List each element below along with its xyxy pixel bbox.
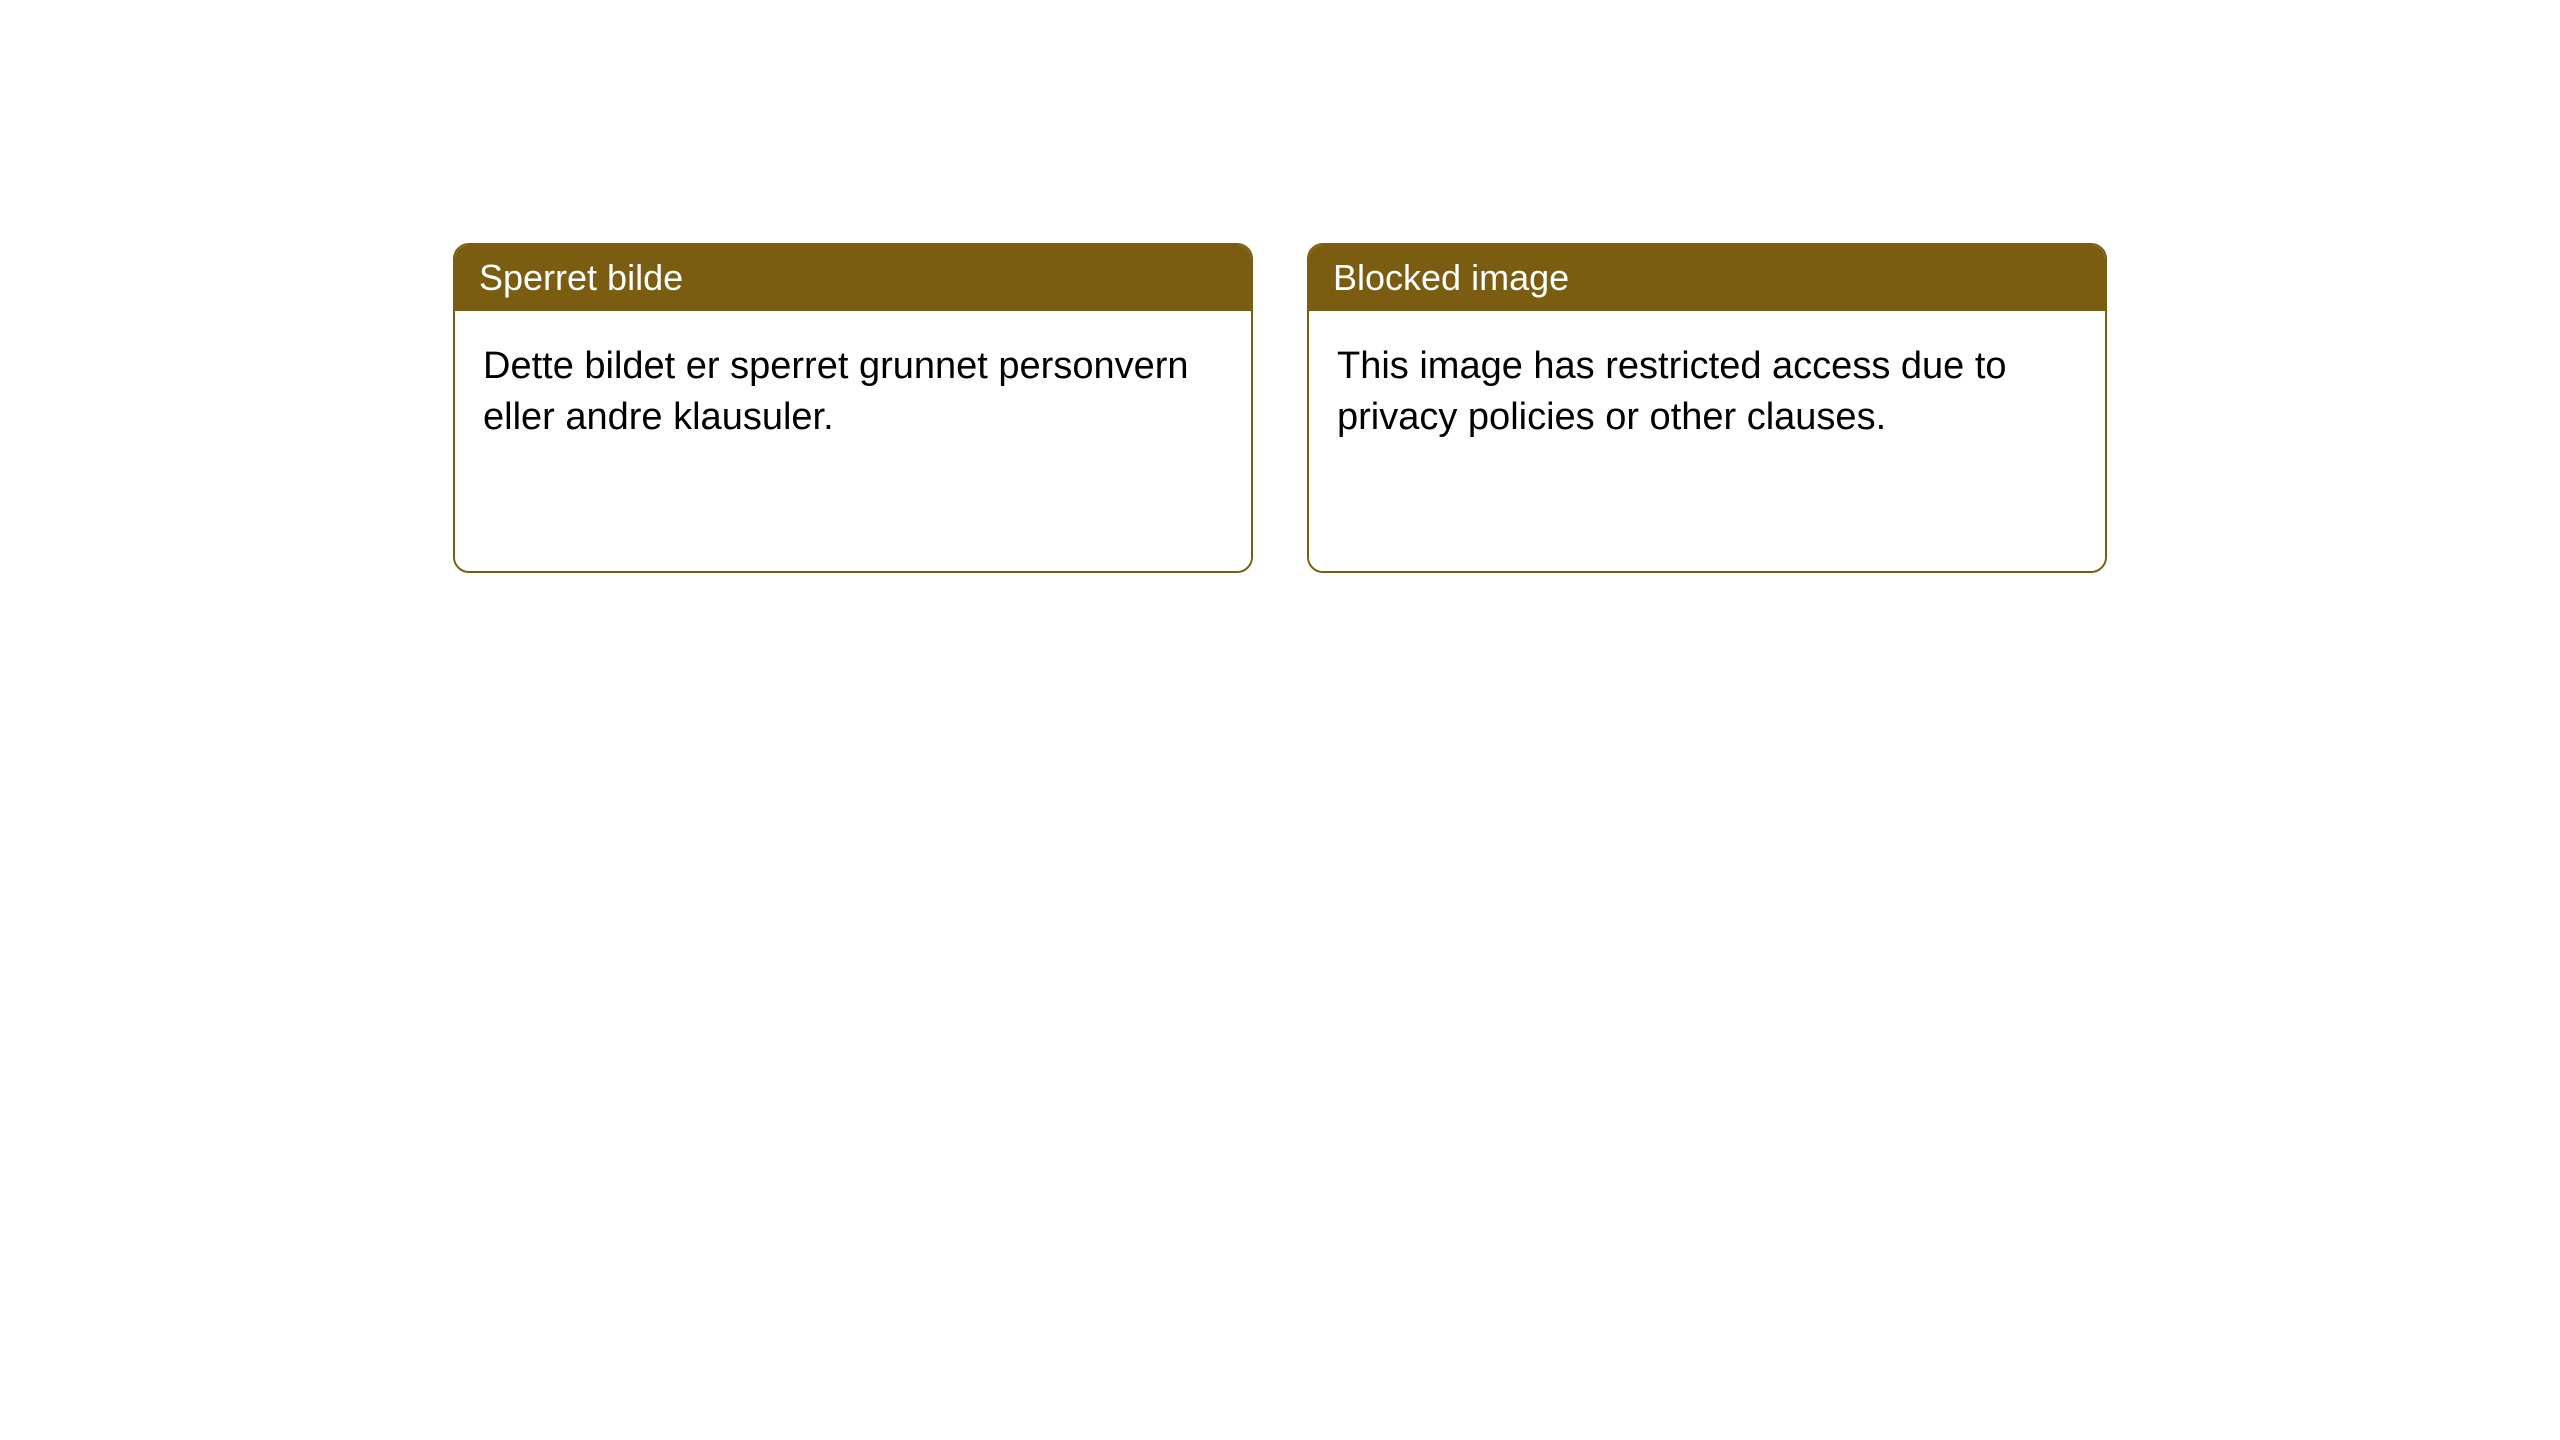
card-header-no: Sperret bilde xyxy=(455,245,1251,311)
card-body-en: This image has restricted access due to … xyxy=(1309,311,2105,571)
blocked-image-card-no: Sperret bilde Dette bildet er sperret gr… xyxy=(453,243,1253,573)
card-header-en: Blocked image xyxy=(1309,245,2105,311)
blocked-image-card-en: Blocked image This image has restricted … xyxy=(1307,243,2107,573)
notice-container: Sperret bilde Dette bildet er sperret gr… xyxy=(453,243,2107,573)
card-body-no: Dette bildet er sperret grunnet personve… xyxy=(455,311,1251,571)
card-message-en: This image has restricted access due to … xyxy=(1337,341,2077,444)
card-message-no: Dette bildet er sperret grunnet personve… xyxy=(483,341,1223,444)
card-title-en: Blocked image xyxy=(1333,257,1569,298)
card-title-no: Sperret bilde xyxy=(479,257,683,298)
